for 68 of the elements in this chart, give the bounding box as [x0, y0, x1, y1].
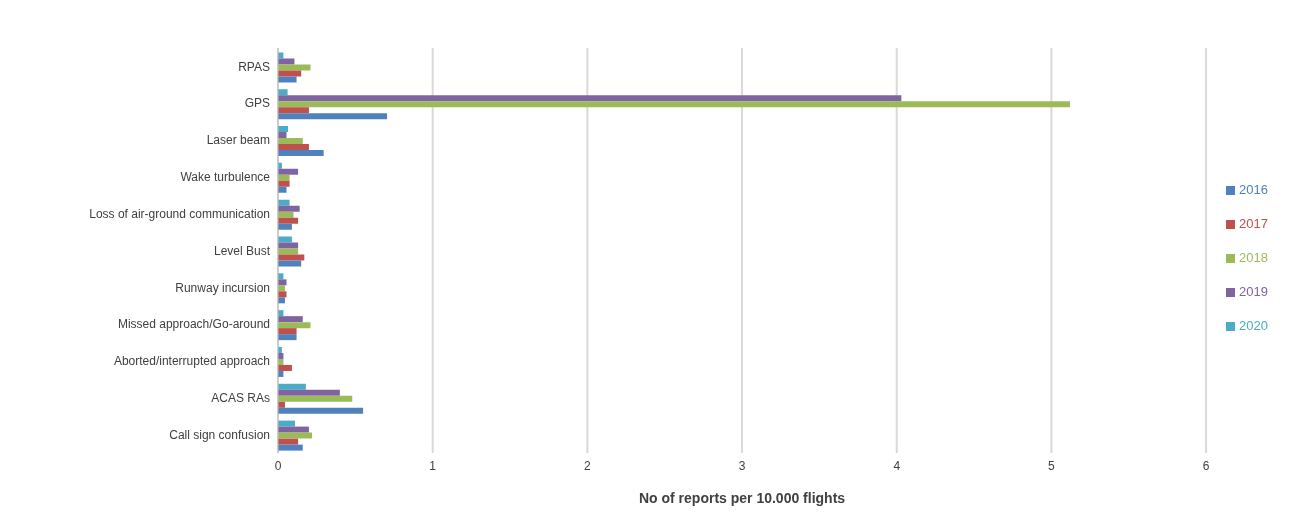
bar — [278, 150, 324, 157]
y-tick-label: Runway incursion — [175, 280, 270, 295]
bar — [278, 58, 295, 65]
y-tick-label: Wake turbulence — [180, 170, 271, 185]
bar — [278, 70, 302, 77]
bar — [278, 199, 290, 206]
bar — [278, 316, 303, 323]
bar — [278, 389, 340, 396]
bar — [278, 89, 288, 96]
bar — [278, 322, 311, 329]
bar — [278, 444, 303, 451]
x-tick-label: 0 — [274, 458, 282, 473]
bar — [278, 291, 287, 298]
bar — [278, 95, 902, 102]
y-tick-label: Laser beam — [206, 133, 270, 148]
legend-label: 2016 — [1239, 182, 1268, 197]
bar — [278, 438, 299, 445]
bar — [278, 132, 287, 139]
bar — [278, 101, 1070, 108]
bar — [278, 328, 297, 335]
bar — [278, 420, 296, 427]
bar — [278, 174, 290, 181]
legend-label: 2017 — [1239, 216, 1268, 231]
y-tick-label: RPAS — [238, 59, 270, 74]
bar — [278, 186, 287, 193]
x-tick-label: 2 — [584, 458, 592, 473]
bar — [278, 205, 300, 212]
x-axis-title: No of reports per 10.000 flights — [638, 490, 846, 506]
legend-label: 2020 — [1239, 318, 1268, 333]
y-tick-label: GPS — [244, 96, 270, 111]
bar — [278, 407, 364, 414]
bar — [278, 432, 313, 439]
x-tick-label: 1 — [429, 458, 437, 473]
bar — [278, 180, 290, 187]
bar — [278, 395, 353, 402]
bar — [278, 126, 289, 133]
legend-label: 2018 — [1239, 250, 1268, 265]
bar — [278, 334, 297, 341]
x-tick-label: 3 — [738, 458, 746, 473]
y-tick-label: ACAS RAs — [211, 391, 270, 406]
bar — [278, 242, 299, 249]
bar — [278, 364, 292, 371]
x-tick-label: 6 — [1202, 458, 1210, 473]
y-tick-label: Level Bust — [213, 243, 271, 258]
bar — [278, 223, 292, 230]
bar — [278, 144, 309, 151]
bar — [278, 254, 305, 261]
bar — [278, 279, 287, 286]
bar — [278, 426, 309, 433]
bar — [278, 260, 302, 267]
y-tick-label: Call sign confusion — [169, 427, 270, 442]
bar — [278, 64, 311, 71]
bar — [278, 217, 299, 224]
legend-label: 2019 — [1239, 284, 1268, 299]
y-tick-label: Missed approach/Go-around — [117, 317, 270, 332]
bar — [278, 168, 299, 175]
y-tick-label: Aborted/interrupted approach — [113, 354, 270, 369]
bar — [278, 236, 292, 243]
bar — [278, 211, 294, 218]
x-tick-label: 4 — [893, 458, 901, 473]
y-tick-label: Loss of air-ground communication — [89, 206, 270, 221]
bar — [278, 383, 306, 390]
bar — [278, 76, 297, 83]
bar — [278, 107, 309, 114]
bar — [278, 138, 303, 145]
bar — [278, 248, 299, 255]
x-tick-label: 5 — [1048, 458, 1056, 473]
bar — [278, 113, 388, 120]
